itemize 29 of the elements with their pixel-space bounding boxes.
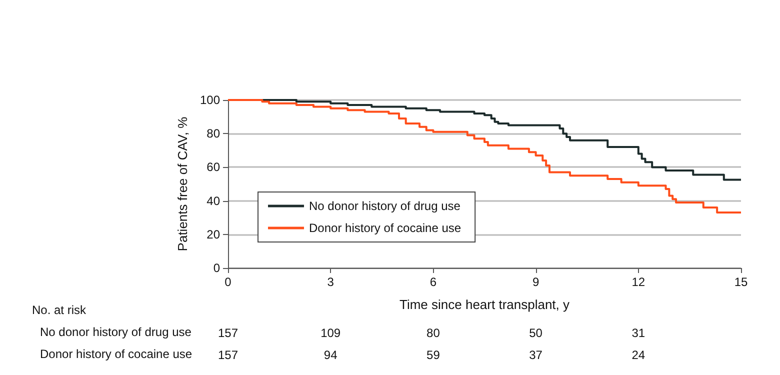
text: 109 bbox=[320, 326, 341, 340]
x-tick-label: 15 bbox=[734, 275, 748, 289]
x-tick-label: 12 bbox=[632, 275, 646, 289]
x-tick-label: 3 bbox=[327, 275, 334, 289]
x-tick-label: 9 bbox=[532, 275, 540, 289]
text: 50 bbox=[529, 326, 543, 340]
text: 157 bbox=[218, 326, 238, 340]
legend-label: No donor history of drug use bbox=[309, 199, 461, 213]
y-tick-label: 20 bbox=[206, 227, 220, 242]
text: 31 bbox=[632, 326, 646, 340]
y-tick-label: 0 bbox=[213, 261, 220, 275]
y-tick-label: 100 bbox=[200, 93, 220, 107]
legend-label: Donor history of cocaine use bbox=[309, 221, 462, 235]
y-tick-label: 60 bbox=[206, 160, 220, 174]
text: 24 bbox=[632, 348, 646, 362]
text: 37 bbox=[529, 348, 543, 362]
x-axis-title: Time since heart transplant, y bbox=[399, 297, 570, 312]
text: 59 bbox=[426, 348, 440, 362]
text: Donor history of cocaine use bbox=[40, 347, 192, 361]
text: No. at risk bbox=[32, 303, 88, 317]
text: 157 bbox=[218, 348, 238, 362]
x-tick-label: 0 bbox=[224, 275, 232, 289]
text: 80 bbox=[426, 326, 440, 340]
y-axis-title: Patients free of CAV, % bbox=[175, 116, 190, 252]
y-tick-label: 80 bbox=[206, 126, 220, 141]
x-tick-label: 6 bbox=[430, 275, 437, 289]
y-tick-label: 40 bbox=[206, 194, 220, 208]
text: No donor history of drug use bbox=[40, 325, 192, 339]
text: 94 bbox=[324, 348, 338, 362]
